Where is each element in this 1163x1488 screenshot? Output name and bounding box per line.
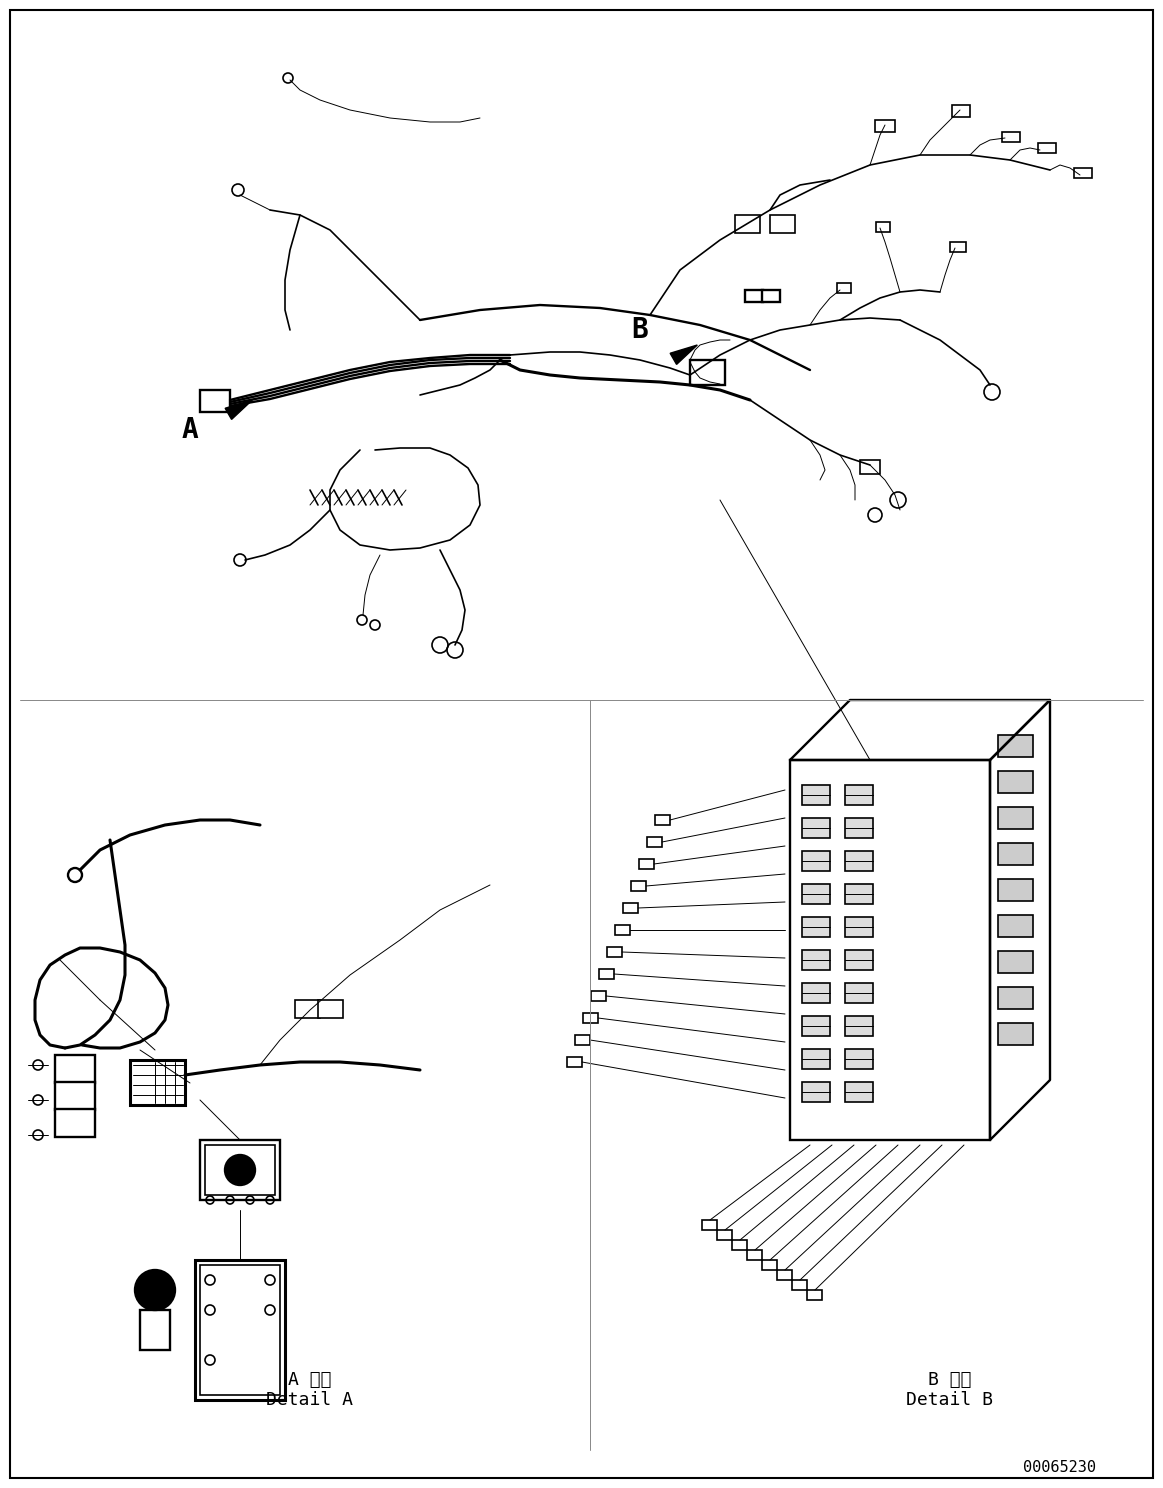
Bar [638, 859, 654, 869]
Bar [130, 1059, 185, 1106]
Bar [1003, 132, 1020, 141]
Bar [998, 1024, 1033, 1045]
Bar [607, 946, 622, 957]
Bar [568, 1056, 582, 1067]
Bar [846, 851, 873, 870]
Text: Detail B: Detail B [906, 1391, 993, 1409]
Bar [745, 290, 763, 302]
Bar [55, 1109, 95, 1137]
Bar [777, 1269, 792, 1280]
Bar [846, 786, 873, 805]
Bar [655, 815, 670, 824]
Bar [140, 1309, 170, 1350]
Text: Detail A: Detail A [266, 1391, 354, 1409]
Bar [952, 106, 970, 118]
Bar [792, 1280, 807, 1290]
Bar [998, 987, 1033, 1009]
Bar [615, 926, 630, 934]
Bar [747, 1250, 762, 1260]
Bar [802, 917, 830, 937]
Bar [802, 1082, 830, 1103]
Bar [200, 390, 230, 412]
Bar [317, 1000, 343, 1018]
Bar [846, 884, 873, 905]
Bar [846, 1016, 873, 1036]
Bar [599, 969, 614, 979]
Bar [591, 991, 606, 1001]
Bar [876, 222, 890, 232]
Bar [998, 844, 1033, 865]
Bar [998, 806, 1033, 829]
Bar [859, 460, 880, 475]
Bar [846, 917, 873, 937]
Bar [575, 1036, 590, 1045]
Bar [807, 1290, 822, 1301]
Bar [55, 1082, 95, 1110]
Bar [998, 771, 1033, 793]
Text: A 詳細: A 詳細 [288, 1370, 331, 1388]
Bar [998, 915, 1033, 937]
Bar [802, 1016, 830, 1036]
Bar [802, 851, 830, 870]
Bar [802, 984, 830, 1003]
Bar [998, 951, 1033, 973]
Bar [846, 818, 873, 838]
Bar [846, 1082, 873, 1103]
Bar [802, 884, 830, 905]
Bar [702, 1220, 718, 1231]
Bar [846, 1049, 873, 1068]
Bar [762, 290, 780, 302]
Bar [790, 760, 990, 1140]
Bar [623, 903, 638, 914]
Text: B: B [632, 315, 649, 344]
Bar [718, 1231, 732, 1240]
Bar [846, 984, 873, 1003]
Bar [632, 881, 645, 891]
Bar [690, 360, 725, 385]
Bar [837, 283, 851, 293]
Bar [802, 949, 830, 970]
Bar [1073, 168, 1092, 179]
Text: A: A [181, 417, 199, 443]
Bar [583, 1013, 598, 1024]
Bar [55, 1055, 95, 1083]
Bar [735, 214, 759, 234]
Bar [732, 1240, 747, 1250]
Bar [200, 1140, 280, 1199]
Text: 00065230: 00065230 [1023, 1461, 1097, 1476]
Text: B 詳細: B 詳細 [928, 1370, 972, 1388]
Bar [802, 1049, 830, 1068]
Bar [875, 121, 896, 132]
Polygon shape [670, 345, 698, 365]
Bar [1039, 143, 1056, 153]
Bar [647, 836, 662, 847]
Circle shape [135, 1269, 174, 1309]
Bar [998, 879, 1033, 902]
Bar [950, 243, 966, 251]
Bar [802, 786, 830, 805]
Polygon shape [226, 400, 252, 420]
Bar [802, 818, 830, 838]
Bar [770, 214, 795, 234]
Bar [846, 949, 873, 970]
Bar [205, 1144, 274, 1195]
Bar [195, 1260, 285, 1400]
Bar [200, 1265, 280, 1396]
Bar [762, 1260, 777, 1269]
Bar [295, 1000, 320, 1018]
Bar [998, 735, 1033, 757]
Circle shape [224, 1155, 255, 1184]
